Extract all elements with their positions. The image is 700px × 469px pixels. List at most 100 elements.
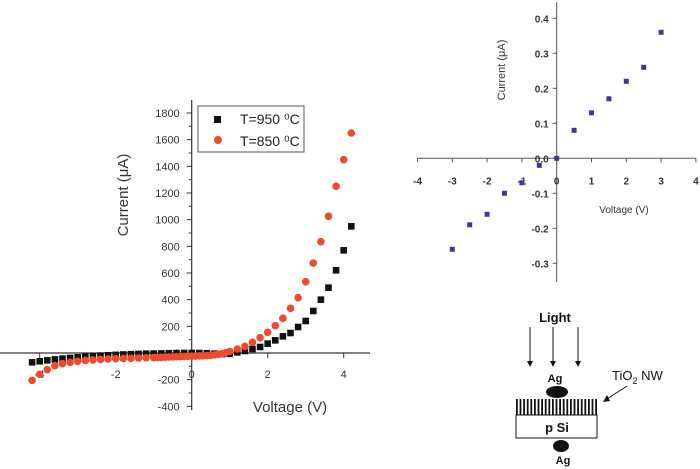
legend-marker-850 bbox=[214, 136, 222, 144]
data-point-850 bbox=[339, 155, 348, 164]
data-point-950 bbox=[112, 351, 119, 359]
x-axis-label: Voltage (V) bbox=[253, 399, 327, 416]
substrate-label: p Si bbox=[545, 420, 569, 435]
inset-x-tick-label: 0 bbox=[554, 176, 560, 187]
y-tick-label: 1400 bbox=[155, 161, 179, 173]
inset-data-point bbox=[467, 222, 473, 228]
data-point-850 bbox=[127, 354, 135, 363]
data-point-850 bbox=[142, 354, 150, 362]
nanowire bbox=[584, 399, 587, 415]
nanowire-label-part: NW bbox=[637, 368, 663, 383]
data-point-950 bbox=[294, 323, 302, 331]
legend-label-850: T=850 ⁰C bbox=[240, 133, 300, 149]
inset-x-axis-label: Voltage (V) bbox=[599, 205, 648, 216]
inset-x-tick-label: -3 bbox=[448, 176, 457, 187]
inset-data-point bbox=[449, 246, 455, 252]
nanowire bbox=[516, 399, 518, 415]
y-tick-label: 400 bbox=[161, 295, 179, 307]
y-tick-label: 1600 bbox=[155, 135, 179, 147]
light-label: Light bbox=[539, 310, 571, 325]
nanowire bbox=[595, 399, 597, 415]
inset-data-point bbox=[502, 190, 507, 196]
data-point-950 bbox=[74, 353, 81, 361]
inset-y-tick-label: 0.0 bbox=[535, 154, 549, 165]
top-contact-label: Ag bbox=[548, 373, 563, 385]
data-point-950 bbox=[249, 345, 256, 353]
inset-data-point bbox=[658, 29, 664, 35]
pointer-head bbox=[603, 395, 610, 402]
data-point-950 bbox=[66, 354, 74, 362]
inset-data-point bbox=[554, 155, 560, 161]
inset-data-point bbox=[606, 96, 612, 102]
nanowire bbox=[562, 399, 565, 415]
bottom-ag-contact bbox=[553, 440, 569, 452]
data-point-850 bbox=[43, 365, 52, 374]
nanowire bbox=[580, 399, 583, 415]
data-point-950 bbox=[325, 284, 332, 291]
nanowire bbox=[570, 399, 572, 415]
inset-x-tick-label: -4 bbox=[413, 176, 422, 187]
nanowire bbox=[541, 399, 543, 415]
arrow-head bbox=[527, 361, 533, 367]
inset-data-point bbox=[484, 211, 490, 217]
y-axis-label: Current (μA) bbox=[115, 154, 132, 237]
nanowire bbox=[573, 399, 576, 415]
nanowire bbox=[555, 399, 558, 415]
inset-data-point bbox=[536, 162, 542, 168]
inset-y-tick-label: -0.3 bbox=[531, 259, 549, 270]
nanowire-label: TiO2 NW bbox=[612, 368, 663, 386]
data-point-950 bbox=[44, 357, 51, 364]
x-tick-label: -2 bbox=[111, 369, 121, 381]
data-point-950 bbox=[264, 340, 271, 347]
inset-data-point bbox=[519, 180, 525, 186]
data-point-950 bbox=[59, 355, 66, 362]
data-point-950 bbox=[135, 350, 142, 358]
data-point-950 bbox=[272, 337, 279, 344]
data-point-850 bbox=[89, 356, 97, 364]
y-tick-label: 200 bbox=[161, 321, 179, 333]
data-point-950 bbox=[142, 350, 150, 357]
inset-y-tick-label: -0.1 bbox=[531, 189, 549, 200]
data-point-850 bbox=[134, 354, 143, 362]
data-point-850 bbox=[28, 376, 36, 385]
inset-x-tick-label: 4 bbox=[693, 176, 699, 187]
nanowire-pointer bbox=[606, 385, 628, 400]
data-point-850 bbox=[332, 182, 340, 191]
legend bbox=[197, 105, 305, 153]
data-point-850 bbox=[271, 321, 280, 330]
bottom-contact-label: Ag bbox=[556, 455, 571, 467]
data-point-850 bbox=[104, 355, 112, 363]
nanowire bbox=[559, 399, 561, 415]
y-tick-label: 1000 bbox=[155, 215, 179, 227]
y-tick-label: 800 bbox=[161, 241, 179, 253]
data-point-850 bbox=[119, 354, 128, 363]
nanowire-label-part: 2 bbox=[632, 376, 637, 386]
data-point-850 bbox=[66, 358, 74, 367]
data-point-950 bbox=[302, 317, 309, 325]
data-point-950 bbox=[241, 347, 249, 355]
data-point-950 bbox=[28, 359, 36, 366]
data-point-950 bbox=[36, 357, 43, 365]
arrow-head bbox=[550, 361, 556, 367]
data-point-850 bbox=[81, 356, 90, 365]
y-tick-label: 1800 bbox=[155, 108, 179, 120]
data-point-950 bbox=[310, 307, 317, 315]
nanowire-label-part: TiO bbox=[612, 368, 632, 383]
nanowire bbox=[523, 399, 525, 415]
legend-label-950: T=950 ⁰C bbox=[240, 111, 300, 127]
legend-marker-950 bbox=[214, 116, 221, 123]
inset-x-tick-label: -2 bbox=[483, 176, 492, 187]
nanowire bbox=[588, 399, 590, 415]
nanowire bbox=[577, 399, 579, 415]
data-point-850 bbox=[317, 237, 325, 246]
data-point-950 bbox=[120, 351, 127, 358]
inset-y-tick-label: -0.2 bbox=[531, 224, 549, 235]
nanowire bbox=[530, 399, 533, 415]
nanowire bbox=[519, 399, 522, 415]
data-point-850 bbox=[279, 314, 287, 323]
data-point-850 bbox=[35, 370, 44, 379]
data-point-950 bbox=[51, 356, 59, 363]
nanowire bbox=[526, 399, 529, 415]
inset-x-tick-label: 3 bbox=[658, 176, 664, 187]
data-point-850 bbox=[256, 333, 264, 342]
